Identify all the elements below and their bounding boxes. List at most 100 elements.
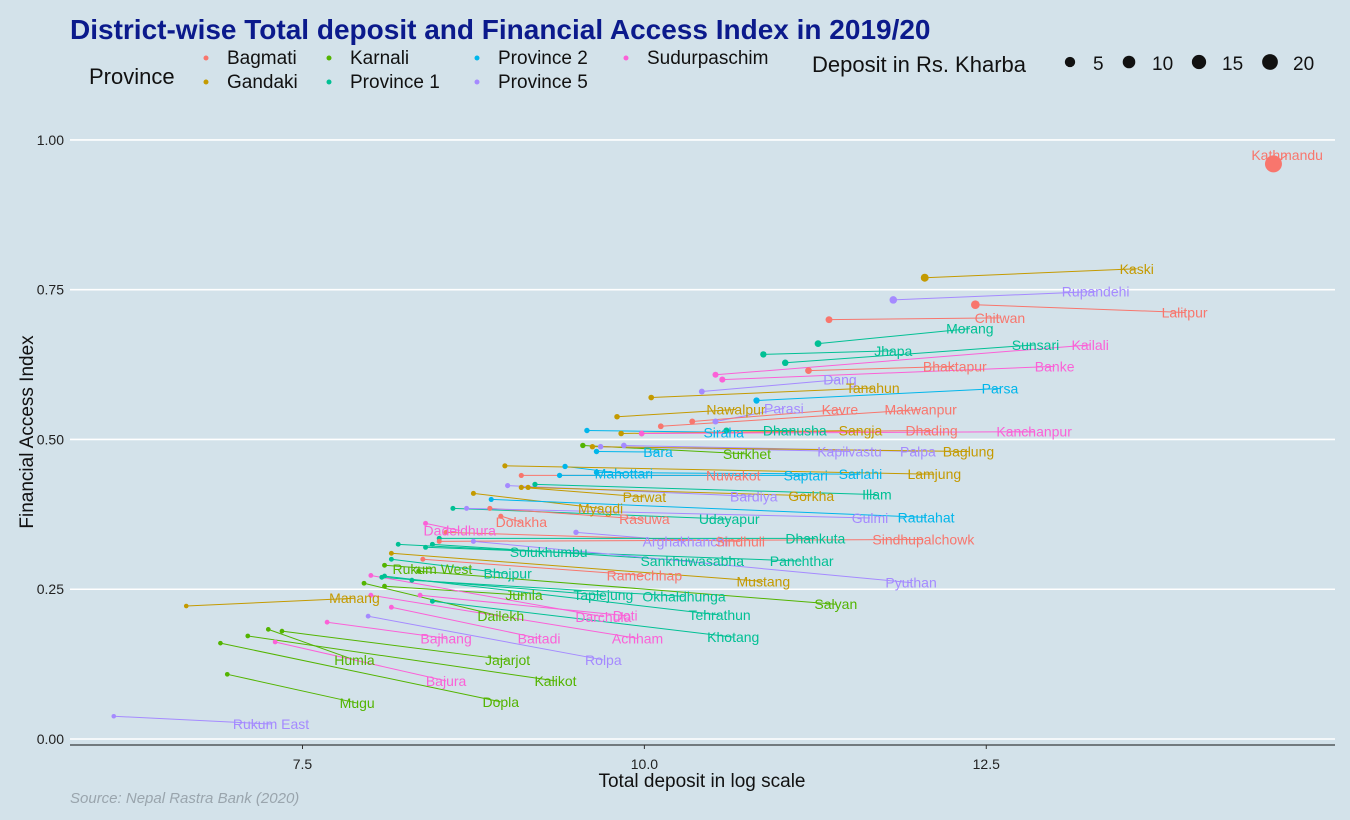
leader-gorkha xyxy=(528,486,812,497)
y-tick-labels: 0.00 0.25 0.50 0.75 1.00 xyxy=(37,132,64,747)
label-dhading: Dhading xyxy=(905,422,957,438)
leader-sunsari xyxy=(785,344,1036,364)
leader-baitadi xyxy=(391,606,540,639)
size-legend-item: 15 xyxy=(1191,54,1243,75)
leader-illam xyxy=(534,483,877,496)
label-manang: Manang xyxy=(329,590,380,606)
leader-bajura xyxy=(275,641,447,682)
data-labels: Kathmandu Kaski Rupandehi Lalitpur ChitwanMo… xyxy=(233,147,1323,732)
label-surkhet: Surkhet xyxy=(723,446,771,462)
label-sindhupalchowk: Sindhupalchowk xyxy=(872,532,975,548)
leader-mugu xyxy=(227,673,358,704)
leader-manang xyxy=(186,597,355,607)
label-udayapur: Udayapur xyxy=(699,511,760,527)
point-kaski xyxy=(920,273,929,282)
leader-rupandehi xyxy=(893,291,1096,301)
size-legend-title: Deposit in Rs. Kharba xyxy=(812,52,1027,77)
leader-mustang xyxy=(391,552,764,582)
point-mugu xyxy=(224,671,230,677)
leader-tehrathun xyxy=(384,575,720,616)
size-legend-item: 5 xyxy=(1064,54,1104,75)
size-legend-label: 15 xyxy=(1222,54,1243,75)
color-legend-entries: Bagmati Gandaki Karnali Province 1 Province … xyxy=(203,48,768,93)
point-bhojpur xyxy=(388,556,394,562)
label-dopla: Dopla xyxy=(482,694,519,710)
label-kailali: Kailali xyxy=(1072,337,1109,353)
label-nuwakot: Nuwakot xyxy=(706,467,761,483)
label-saptari: Saptari xyxy=(784,467,828,483)
label-rolpa: Rolpa xyxy=(585,652,622,668)
point-mahottari xyxy=(562,463,568,470)
leader-bhaktapur xyxy=(808,365,955,372)
point-sankhuwasabha xyxy=(429,541,435,547)
point-kanchanpur xyxy=(638,430,645,437)
label-mustang: Mustang xyxy=(737,573,791,589)
label-dang: Dang xyxy=(823,372,856,388)
point-bajhang xyxy=(324,619,330,625)
point-panchthar xyxy=(423,544,429,550)
label-morang: Morang xyxy=(946,321,993,337)
label-parasi: Parasi xyxy=(764,400,804,416)
point-ramechhap xyxy=(420,556,426,562)
point-surkhet xyxy=(580,442,586,449)
label-jajarjot: Jajarjot xyxy=(485,652,530,668)
label-bara: Bara xyxy=(643,444,673,460)
label-parwat: Parwat xyxy=(623,489,667,505)
legend-swatch xyxy=(326,79,332,85)
point-makwanpur xyxy=(657,423,664,430)
label-salyan: Salyan xyxy=(814,596,857,612)
x-tick-label: 10.0 xyxy=(631,756,658,772)
point-gulmi xyxy=(464,505,470,511)
point-parsa xyxy=(753,397,760,404)
leader-lalitpur xyxy=(975,304,1185,313)
label-doti: Doti xyxy=(613,608,638,624)
leader-kailali xyxy=(715,344,1091,376)
x-axis-label: Total deposit in log scale xyxy=(598,771,805,792)
point-baglung xyxy=(589,443,596,450)
point-gorkha xyxy=(525,484,531,491)
point-dhanusha xyxy=(723,427,730,434)
point-sarlahi xyxy=(593,469,600,476)
y-tick-label: 0.25 xyxy=(37,581,64,597)
point-banke xyxy=(719,376,726,383)
label-bajura: Bajura xyxy=(426,673,467,689)
point-sunsari xyxy=(781,359,789,367)
label-rupandehi: Rupandehi xyxy=(1062,284,1130,300)
point-salyan xyxy=(416,568,422,574)
leader-makwanpur xyxy=(660,409,921,427)
leader-kanchanpur xyxy=(641,431,1035,434)
point-lalitpur xyxy=(971,300,980,310)
label-sankhuwasabha: Sankhuwasabha xyxy=(640,553,744,569)
size-legend-dot xyxy=(1064,56,1076,68)
point-baitadi xyxy=(388,604,394,610)
label-achham: Achham xyxy=(612,630,663,646)
label-kathmandu: Kathmandu xyxy=(1251,147,1323,163)
leader-sindhuli xyxy=(446,531,741,542)
legend-label: Province 2 xyxy=(498,48,588,69)
leader-arghakhanchi xyxy=(575,531,686,542)
point-kavre xyxy=(689,418,696,425)
point-jhapa xyxy=(760,351,767,358)
point-myagdi xyxy=(470,490,476,496)
point-jajarjot xyxy=(279,628,285,634)
label-gulmi: Gulmi xyxy=(852,510,889,526)
point-manang xyxy=(183,603,189,609)
label-gorkha: Gorkha xyxy=(788,488,834,504)
label-chitwan: Chitwan xyxy=(975,310,1026,326)
legend-swatch xyxy=(203,55,209,61)
label-rasuwa: Rasuwa xyxy=(619,511,670,527)
label-jumla: Jumla xyxy=(505,587,543,603)
label-jhapa: Jhapa xyxy=(874,343,912,359)
point-pyuthan xyxy=(470,538,476,544)
legend-item-bagmati: Bagmati xyxy=(203,48,297,69)
leader-okhaldhunga xyxy=(411,579,685,597)
label-kapilvastu: Kapilvastu xyxy=(817,443,882,459)
leader-nawalpur xyxy=(616,409,737,418)
label-ramechhap: Ramechhap xyxy=(607,567,683,583)
leader-rautahat xyxy=(491,498,927,518)
point-saptari xyxy=(556,472,563,479)
label-rautahat: Rautahat xyxy=(898,509,955,525)
legend-label: Province 5 xyxy=(498,72,588,93)
leader-bardiya xyxy=(507,485,754,497)
leader-salyan xyxy=(418,570,836,605)
